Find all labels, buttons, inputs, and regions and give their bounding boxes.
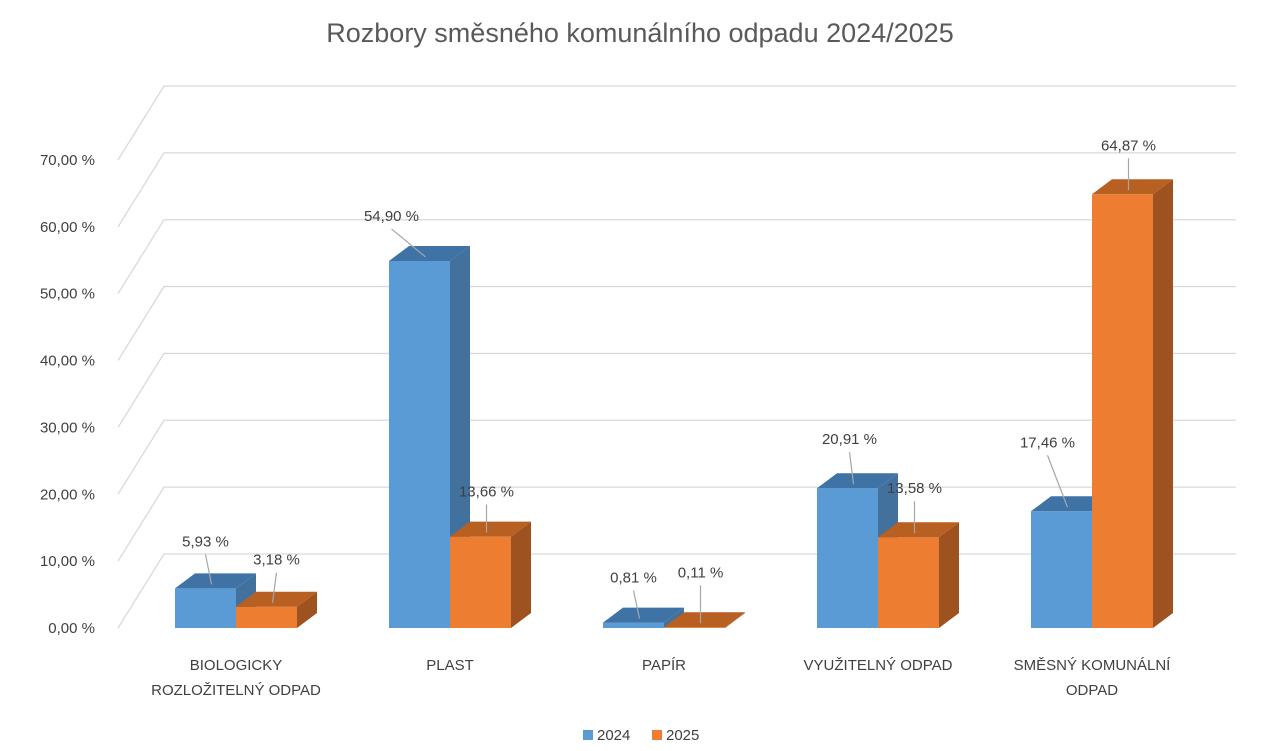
bar-front-2024-0 xyxy=(175,588,236,628)
x-category-label: PAPÍR xyxy=(642,657,686,674)
bar-top-2025-1 xyxy=(450,521,531,537)
gridline xyxy=(117,85,1236,161)
leader-line xyxy=(391,228,426,258)
y-tick-label: 70,00 % xyxy=(40,152,95,169)
data-label-2024-3: 20,91 % xyxy=(822,431,877,448)
bar-side-2025-4 xyxy=(1153,179,1173,628)
bar-top-2024-2 xyxy=(603,607,684,623)
y-tick-label: 0,00 % xyxy=(48,620,95,637)
chart-title: Rozbory směsného komunálního odpadu 2024… xyxy=(326,18,953,48)
bar-side-2024-2 xyxy=(664,607,684,628)
bar-top-2024-4 xyxy=(1031,496,1112,512)
bar-front-2025-4 xyxy=(1092,194,1153,628)
bar-top-2024-3 xyxy=(817,473,898,489)
bar-side-2025-1 xyxy=(511,521,531,628)
data-labels: 5,93 % 54,90 % 0,81 % 20,91 % 17,46 % 3,18 % 1… xyxy=(182,137,1156,624)
x-axis: BIOLOGICKY ROZLOŽITELNÝ ODPAD PLAST PAPÍR VY… xyxy=(151,657,1171,699)
gridline xyxy=(117,352,1236,428)
leader-line xyxy=(204,554,213,585)
bar-top-2025-0 xyxy=(236,591,317,607)
y-axis: 0,00 % 10,00 % 20,00 % 30,00 % 40,00 % 50,00 … xyxy=(40,152,95,637)
bar-front-2025-2 xyxy=(664,627,725,628)
legend-swatch-2024 xyxy=(583,730,593,740)
leader-line xyxy=(1046,455,1069,508)
data-label-2025-1: 13,66 % xyxy=(459,484,514,501)
x-category-label: SMĚSNÝ KOMUNÁLNÍ xyxy=(1014,657,1172,674)
y-tick-label: 10,00 % xyxy=(40,553,95,570)
gridline xyxy=(117,152,1236,228)
data-label-2025-2: 0,11 % xyxy=(678,564,724,581)
gridline xyxy=(117,285,1236,361)
chart-grid xyxy=(117,85,1236,629)
bar-side-2025-3 xyxy=(939,522,959,628)
bar-top-2025-2 xyxy=(664,612,745,628)
y-tick-label: 50,00 % xyxy=(40,286,95,303)
x-category-label: PLAST xyxy=(426,657,474,674)
x-category-label: VYUŽITELNÝ ODPAD xyxy=(804,657,953,674)
legend-label-2024: 2024 xyxy=(597,727,630,744)
x-category-label: ODPAD xyxy=(1066,682,1118,699)
data-label-2024-0: 5,93 % xyxy=(182,533,229,550)
bar-front-2025-0 xyxy=(236,606,297,628)
bar-front-2024-3 xyxy=(817,488,878,628)
leader-line xyxy=(632,590,641,619)
bar-top-2024-0 xyxy=(175,573,256,589)
y-tick-label: 30,00 % xyxy=(40,419,95,436)
legend-label-2025: 2025 xyxy=(666,727,699,744)
data-label-2025-4: 64,87 % xyxy=(1101,137,1156,154)
bar-front-2024-1 xyxy=(389,260,450,628)
legend: 2024 2025 xyxy=(583,727,699,744)
x-category-label: ROZLOŽITELNÝ ODPAD xyxy=(151,682,321,699)
x-category-label: BIOLOGICKY xyxy=(190,657,283,674)
y-tick-label: 60,00 % xyxy=(40,219,95,236)
y-tick-label: 20,00 % xyxy=(40,486,95,503)
bar-front-2024-4 xyxy=(1031,511,1092,628)
bar-side-2025-2 xyxy=(725,612,745,628)
bar-front-2024-2 xyxy=(603,622,664,628)
data-label-2025-3: 13,58 % xyxy=(887,480,942,497)
gridline xyxy=(117,219,1236,295)
data-label-2025-0: 3,18 % xyxy=(253,552,300,569)
bar-front-2025-3 xyxy=(878,537,939,628)
legend-swatch-2025 xyxy=(652,730,662,740)
leader-line xyxy=(271,572,278,603)
bar-side-2025-0 xyxy=(297,591,317,628)
chart-bars xyxy=(175,179,1173,628)
y-tick-label: 40,00 % xyxy=(40,353,95,370)
data-label-2024-1: 54,90 % xyxy=(364,208,419,225)
bar-front-2025-1 xyxy=(450,536,511,628)
gridline xyxy=(117,419,1236,495)
data-label-2024-2: 0,81 % xyxy=(610,570,657,587)
data-label-2024-4: 17,46 % xyxy=(1020,434,1075,451)
bar-top-2025-4 xyxy=(1092,179,1173,195)
leader-line xyxy=(848,452,855,485)
bar-top-2025-3 xyxy=(878,522,959,538)
bar-top-2024-1 xyxy=(389,245,470,261)
